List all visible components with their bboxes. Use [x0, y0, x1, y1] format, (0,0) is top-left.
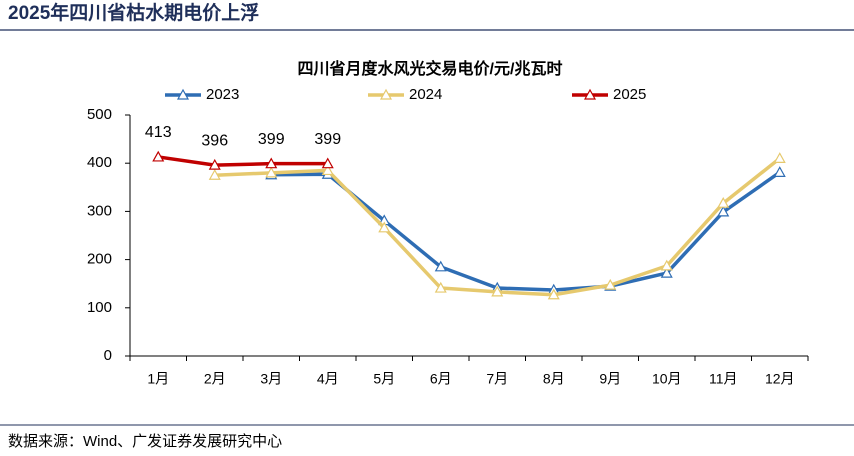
- y-tick-label: 100: [87, 299, 112, 316]
- point-marker: [773, 152, 786, 163]
- point-marker: [491, 285, 504, 297]
- y-tick-label: 300: [87, 202, 112, 219]
- chart-title: 四川省月度水风光交易电价/元/兆瓦时: [298, 59, 563, 78]
- point-marker: [152, 150, 165, 162]
- legend-marker: [379, 88, 393, 100]
- series-line: [157, 155, 328, 167]
- point-marker: [717, 205, 730, 217]
- data-label: 399: [314, 131, 341, 148]
- point-marker: [208, 169, 221, 180]
- y-tick-label: 400: [87, 154, 112, 171]
- point-marker: [378, 221, 391, 233]
- x-tick-label: 6月: [430, 371, 452, 387]
- point-marker: [434, 260, 447, 272]
- data-label: 399: [258, 131, 285, 148]
- point-marker: [434, 281, 447, 293]
- point-marker: [321, 164, 334, 176]
- point-marker: [660, 266, 673, 278]
- y-tick-label: 500: [87, 106, 112, 123]
- legend-label: 2024: [409, 86, 442, 103]
- point-marker: [773, 166, 786, 177]
- series-line: [214, 157, 781, 297]
- x-tick-label: 2月: [204, 371, 226, 387]
- point-marker: [547, 288, 560, 300]
- data-label: 413: [145, 124, 172, 141]
- point-marker: [208, 158, 221, 170]
- x-tick-label: 8月: [543, 371, 565, 387]
- y-tick-label: 200: [87, 251, 112, 268]
- point-marker: [604, 278, 617, 290]
- point-marker: [265, 166, 278, 178]
- header-title: 2025年四川省枯水期电价上浮: [8, 1, 259, 24]
- x-tick-label: 3月: [260, 371, 282, 387]
- data-label: 396: [201, 132, 228, 149]
- point-marker: [717, 196, 730, 208]
- x-tick-label: 9月: [599, 371, 621, 387]
- x-tick-label: 1月: [147, 371, 169, 387]
- source-note: 数据来源：Wind、广发证券发展研究中心: [8, 433, 282, 450]
- x-tick-label: 7月: [486, 371, 508, 387]
- legend-label: 2023: [206, 86, 239, 103]
- x-tick-label: 5月: [373, 371, 395, 387]
- x-tick-label: 4月: [317, 371, 339, 387]
- x-tick-label: 11月: [709, 371, 738, 387]
- point-marker: [321, 157, 334, 169]
- legend-marker: [176, 88, 190, 100]
- legend-marker: [583, 88, 597, 100]
- x-tick-label: 12月: [765, 371, 795, 387]
- y-tick-label: 0: [104, 347, 112, 364]
- point-marker: [265, 157, 278, 169]
- legend-label: 2025: [613, 86, 646, 103]
- point-marker: [660, 259, 673, 271]
- x-tick-label: 10月: [652, 371, 682, 387]
